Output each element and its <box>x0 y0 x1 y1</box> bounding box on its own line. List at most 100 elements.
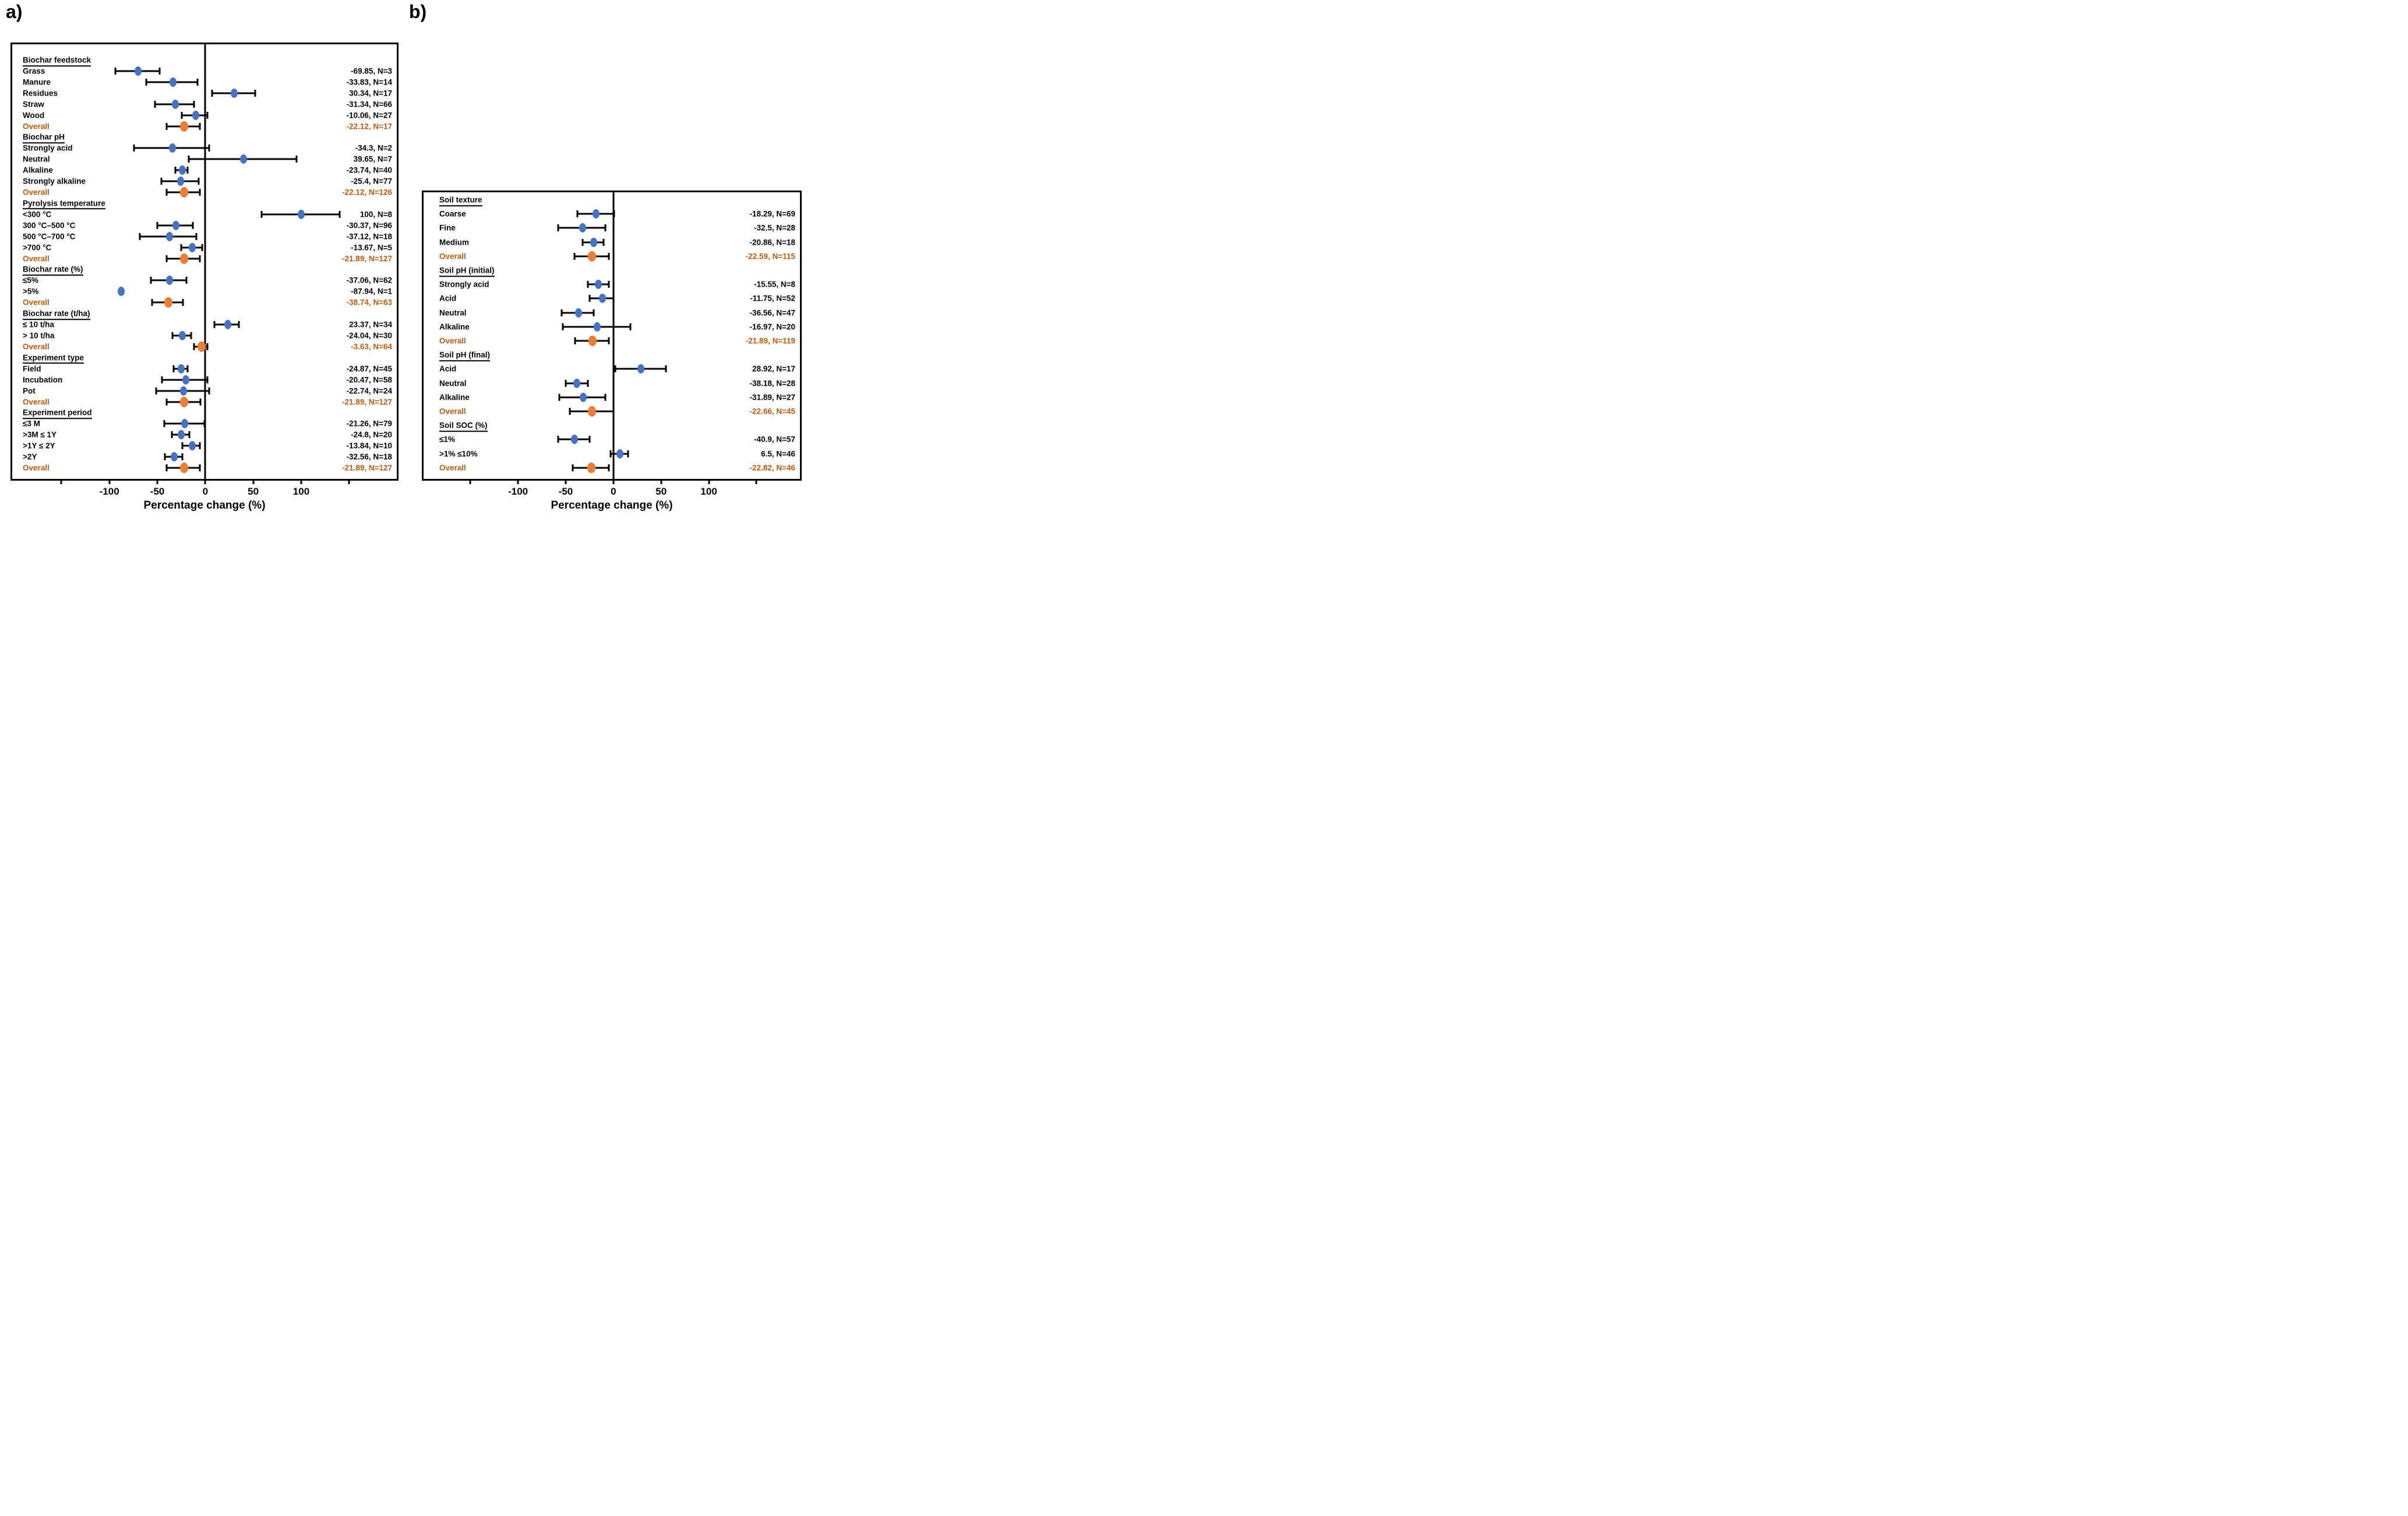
error-bar-cap-left <box>160 178 163 185</box>
error-bar-cap-left <box>165 255 168 262</box>
subgroup-marker <box>574 308 582 318</box>
subgroup-marker <box>182 375 189 385</box>
group-header-text: Pyrolysis temperature <box>23 199 105 210</box>
error-bar-cap-right <box>199 189 201 196</box>
error-bar-cap-left <box>172 365 175 372</box>
error-bar-cap-right <box>199 442 201 450</box>
row-label: 300 °C–500 °C <box>23 221 76 230</box>
error-bar-cap-left <box>165 398 168 406</box>
row-value: -36.56, N=47 <box>749 308 795 317</box>
error-bar-cap-right <box>608 337 610 344</box>
group-header: Soil texture <box>439 195 482 206</box>
row-label: Fine <box>439 223 456 232</box>
error-bar-cap-left <box>150 277 152 284</box>
row-label: ≤3 M <box>23 419 40 428</box>
error-bar-cap-right <box>208 144 210 152</box>
error-bar-cap-right <box>193 100 195 108</box>
group-header: Biochar pH <box>23 132 65 144</box>
row-value: -32.5, N=28 <box>754 223 795 232</box>
subgroup-marker <box>297 209 305 219</box>
error-bar-cap-left <box>609 450 612 457</box>
row-value: -24.8, N=20 <box>351 430 392 439</box>
group-header: Soil pH (final) <box>439 350 490 361</box>
row-label: >1% ≤10% <box>439 449 478 458</box>
group-header-text: Soil texture <box>439 195 482 206</box>
row-value: -37.06, N=62 <box>346 276 392 285</box>
overall-marker <box>180 253 189 264</box>
x-axis-tick <box>108 479 111 484</box>
error-bar-cap-left <box>557 224 559 232</box>
error-bar-cap-right <box>295 156 298 163</box>
error-bar-cap-left <box>562 323 564 330</box>
row-value: -21.26, N=79 <box>346 419 392 428</box>
group-header: Soil SOC (%) <box>439 421 488 432</box>
error-bar-cap-left <box>558 393 560 401</box>
row-label: Wood <box>23 110 45 119</box>
row-value: -22.66, N=45 <box>749 407 795 416</box>
error-bar-cap-left <box>181 111 183 119</box>
subgroup-marker <box>177 177 185 186</box>
overall-marker <box>179 121 188 132</box>
row-value: -10.06, N=27 <box>346 110 392 119</box>
error-bar-cap-left <box>193 343 195 350</box>
error-bar-cap-left <box>213 321 216 329</box>
row-value: -40.9, N=57 <box>754 435 795 444</box>
row-value: -24.04, N=30 <box>346 331 392 340</box>
row-value: -25.4, N=77 <box>351 177 392 186</box>
row-value: -33.83, N=14 <box>346 77 392 87</box>
row-value: -21.89, N=127 <box>342 463 392 473</box>
row-label-overall: Overall <box>23 188 50 197</box>
row-label-overall: Overall <box>439 336 466 345</box>
group-header-text: Soil pH (initial) <box>439 266 495 277</box>
panel-b-letter: b) <box>409 1 427 22</box>
row-label: ≤ 10 t/ha <box>23 320 54 329</box>
row-value: 30.34, N=17 <box>349 89 392 97</box>
row-label: Field <box>23 364 41 373</box>
subgroup-marker <box>170 452 178 462</box>
row-label-overall: Overall <box>23 397 50 406</box>
error-bar-cap-left <box>260 210 263 218</box>
error-bar-cap-right <box>206 111 209 119</box>
subgroup-marker <box>637 364 645 374</box>
error-bar-cap-right <box>195 232 198 240</box>
subgroup-marker <box>579 223 586 233</box>
subgroup-marker <box>178 331 186 340</box>
subgroup-marker <box>135 66 142 76</box>
error-bar-cap-left <box>581 238 584 246</box>
subgroup-marker <box>598 294 606 304</box>
row-label: Grass <box>23 66 45 76</box>
subgroup-marker <box>590 237 597 247</box>
row-value: -11.75, N=52 <box>750 294 795 303</box>
error-bar-cap-right <box>198 178 200 185</box>
figure: a) b) Biochar feedstock Grass -69.85, N=3 M… <box>0 0 803 513</box>
row-label: 500 °C–700 °C <box>23 231 76 241</box>
error-bar-cap-right <box>186 167 189 174</box>
error-bar-cap-right <box>186 365 189 372</box>
row-label: Strongly alkaline <box>23 177 86 186</box>
overall-marker <box>180 396 189 407</box>
x-axis-tick <box>708 479 710 484</box>
row-value: 6.5, N=46 <box>761 449 795 458</box>
row-label-overall: Overall <box>439 252 466 261</box>
error-bar-cap-left <box>165 122 168 130</box>
group-header: Biochar rate (t/ha) <box>23 309 90 320</box>
subgroup-marker <box>224 320 231 330</box>
row-value: -16.97, N=20 <box>749 322 795 332</box>
row-value: 23.37, N=34 <box>349 320 392 329</box>
group-header: Soil pH (initial) <box>439 266 495 277</box>
row-label: Neutral <box>439 308 467 317</box>
group-header-text: Biochar rate (t/ha) <box>23 309 90 320</box>
x-axis-tick <box>156 479 158 484</box>
subgroup-marker <box>570 435 578 445</box>
row-label: >1Y ≤ 2Y <box>23 441 55 450</box>
error-bar-cap-right <box>627 450 629 457</box>
x-axis-tick <box>300 479 302 484</box>
row-value: -37.12, N=18 <box>346 231 392 241</box>
group-header: Experiment type <box>23 353 84 364</box>
group-header: Biochar feedstock <box>23 55 91 66</box>
row-value: 100, N=8 <box>359 210 392 219</box>
subgroup-marker <box>168 143 176 153</box>
overall-marker <box>164 297 172 308</box>
row-value: -34.3, N=2 <box>355 143 392 153</box>
row-value: -31.34, N=66 <box>346 99 392 108</box>
